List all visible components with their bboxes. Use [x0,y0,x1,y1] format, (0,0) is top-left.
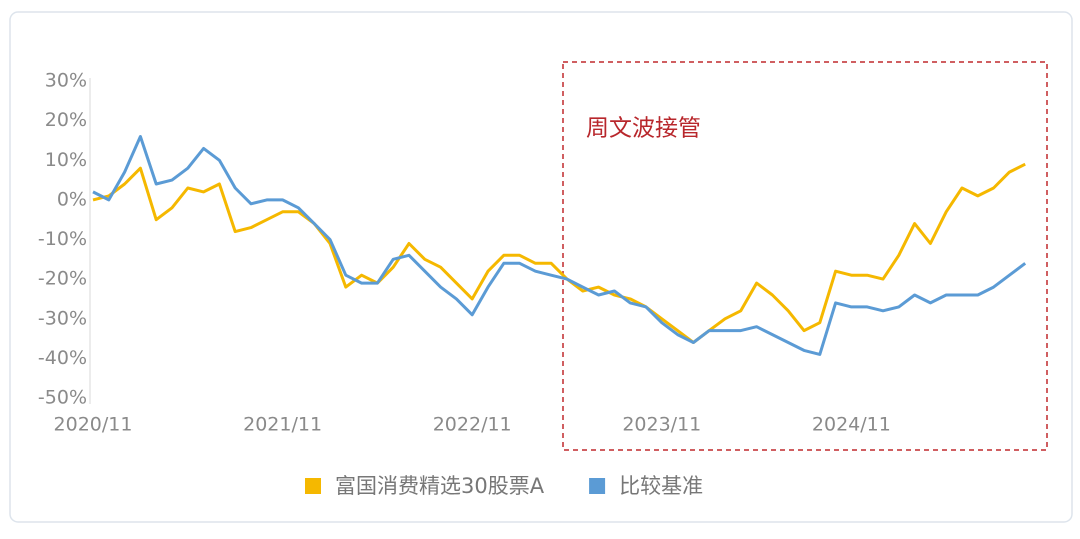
y-tick-label: -30% [38,307,87,329]
legend: 富国消费精选30股票A 比较基准 [305,474,703,498]
legend-swatch [305,478,321,494]
x-tick-label: 2020/11 [54,414,133,436]
x-tick-label: 2021/11 [243,414,322,436]
y-tick-label: 20% [45,109,87,131]
legend-swatch [589,478,606,494]
annotation: 周文波接管 [586,116,701,142]
y-tick-label: 0% [57,188,87,210]
legend-label: 富国消费精选30股票A [335,474,545,498]
x-tick-label: 2023/11 [622,414,701,436]
card [9,11,1073,523]
y-tick-label: 10% [45,149,87,171]
series-line [92,135,1027,356]
y-tick-label: -10% [38,228,87,250]
y-tick-label: -20% [38,268,87,290]
x-tick-label: 2024/11 [812,414,891,436]
y-tick-label: -50% [38,387,87,409]
series-line [92,162,1026,344]
y-tick-label: 30% [45,70,87,92]
x-tick-label: 2022/11 [433,414,512,436]
legend-label: 比较基准 [619,474,703,498]
takeover-box [562,61,1048,451]
y-tick-label: -40% [38,347,87,369]
